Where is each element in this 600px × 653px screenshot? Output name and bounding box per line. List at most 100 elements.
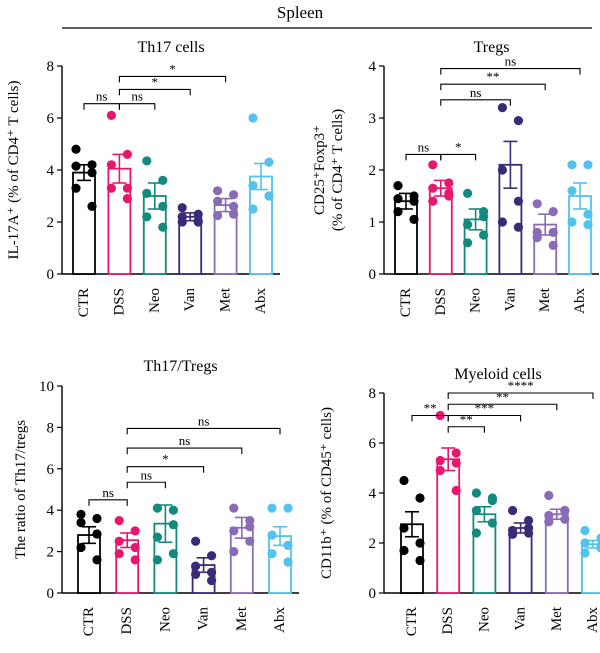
- data-point: [463, 238, 473, 248]
- data-point: [152, 555, 162, 565]
- x-tick-label: Met: [234, 606, 250, 631]
- data-point: [497, 217, 507, 227]
- data-point: [415, 538, 425, 548]
- panel-th17-tregs-ratio: Th17/Tregs 0 2 4 6 8 10 The ratio of Th17/tregs…: [13, 358, 299, 636]
- data-point: [544, 517, 554, 527]
- significance-bracket: [447, 426, 485, 433]
- panel-myeloid: Myeloid cells 0 2 4 6 8 CD11b⁺ (% of CD45⁺ cel…: [319, 366, 600, 636]
- data-point: [168, 520, 178, 530]
- y-tick-label: 8: [47, 420, 55, 436]
- significance-label: ***: [475, 401, 495, 416]
- x-tick-label: Abx: [272, 607, 288, 633]
- panel-title: Myeloid cells: [454, 366, 542, 383]
- data-point: [106, 110, 116, 120]
- data-point: [415, 555, 425, 566]
- data-point: [207, 567, 217, 577]
- data-point: [122, 183, 132, 193]
- y-tick-label: 2: [47, 545, 55, 561]
- data-point: [435, 465, 445, 476]
- significance-label: ns: [470, 85, 482, 100]
- data-point: [92, 513, 102, 524]
- data-point: [76, 542, 86, 553]
- panel-tregs: Tregs 0 1 2 3 4 CD25⁺Foxp3⁺ (% of CD4⁺ T cells)…: [312, 39, 599, 317]
- data-point: [580, 525, 590, 536]
- data-point: [596, 533, 600, 543]
- data-point: [229, 209, 239, 219]
- significance-label: *: [455, 139, 462, 154]
- significance-label: ns: [505, 54, 517, 69]
- data-point: [264, 157, 274, 167]
- data-point: [122, 194, 132, 204]
- y-tick-label: 0: [369, 586, 377, 602]
- data-point: [213, 186, 223, 196]
- data-point: [193, 217, 203, 227]
- data-point: [435, 455, 445, 466]
- significance-bracket: [440, 153, 477, 161]
- significance-bracket: [126, 427, 281, 435]
- y-axis-label: CD11b⁺ (% of CD45⁺ cells): [319, 407, 335, 579]
- data-point: [267, 503, 277, 513]
- data-point: [264, 191, 274, 201]
- significance-bracket: [447, 392, 594, 399]
- x-tick-label: DSS: [433, 288, 449, 316]
- x-tick-label: CTR: [76, 288, 92, 317]
- data-point: [245, 522, 255, 532]
- x-tick-label: Neo: [468, 288, 484, 313]
- data-point: [479, 212, 489, 222]
- panel-title: Th17 cells: [137, 39, 204, 56]
- data-point: [158, 222, 168, 232]
- significance-bracket: [126, 447, 243, 455]
- y-tick-label: 8: [369, 386, 377, 402]
- data-point: [191, 536, 201, 546]
- significance-label: ns: [102, 485, 114, 500]
- panel-th17: Th17 cells 0 2 4 6 8 IL-17A⁺ (% of CD4⁺ T cell…: [6, 39, 280, 317]
- data-point: [245, 536, 255, 546]
- significance-label: *: [162, 452, 169, 467]
- y-tick-label: 6: [47, 111, 55, 127]
- data-point: [248, 204, 258, 214]
- x-tick-label: Met: [218, 287, 234, 312]
- data-point: [87, 160, 97, 170]
- data-point: [415, 493, 425, 503]
- x-tick-label: Met: [549, 606, 565, 631]
- data-point: [513, 222, 524, 232]
- data-point: [87, 201, 97, 211]
- y-tick-label: 3: [369, 111, 377, 127]
- significance-label: ns: [141, 467, 153, 482]
- significance-label: ns: [179, 433, 191, 448]
- y-tick-label: 4: [369, 486, 377, 502]
- data-point: [560, 514, 570, 524]
- data-point: [487, 518, 497, 528]
- data-point: [393, 181, 403, 191]
- data-point: [283, 557, 293, 567]
- panel-title: Tregs: [474, 39, 510, 56]
- data-point: [548, 240, 558, 250]
- y-tick-label: 4: [47, 163, 55, 179]
- significance-bracket: [440, 99, 511, 106]
- data-point: [548, 227, 558, 237]
- x-tick-label: Abx: [572, 288, 588, 314]
- data-point: [92, 555, 102, 565]
- y-tick-label: 0: [47, 267, 55, 283]
- data-point: [106, 183, 116, 193]
- significance-label: ****: [508, 378, 534, 393]
- data-point: [207, 551, 217, 561]
- significance-bracket: [440, 68, 581, 75]
- significance-bracket: [405, 153, 442, 161]
- data-point: [471, 528, 481, 538]
- significance-label: **: [460, 412, 473, 427]
- y-axis-label: The ratio of Th17/tregs: [13, 420, 29, 559]
- data-point: [409, 214, 419, 224]
- data-point: [158, 175, 168, 185]
- data-point: [229, 547, 239, 557]
- x-tick-label: DSS: [440, 607, 456, 635]
- data-point: [92, 529, 102, 539]
- significance-label: *: [169, 61, 176, 76]
- significance-label: *: [152, 74, 159, 89]
- data-point: [76, 518, 86, 528]
- data-point: [229, 526, 239, 536]
- y-tick-label: 4: [47, 503, 55, 519]
- data-point: [524, 515, 534, 526]
- significance-bracket: [88, 499, 128, 506]
- significance-label: ns: [131, 89, 143, 104]
